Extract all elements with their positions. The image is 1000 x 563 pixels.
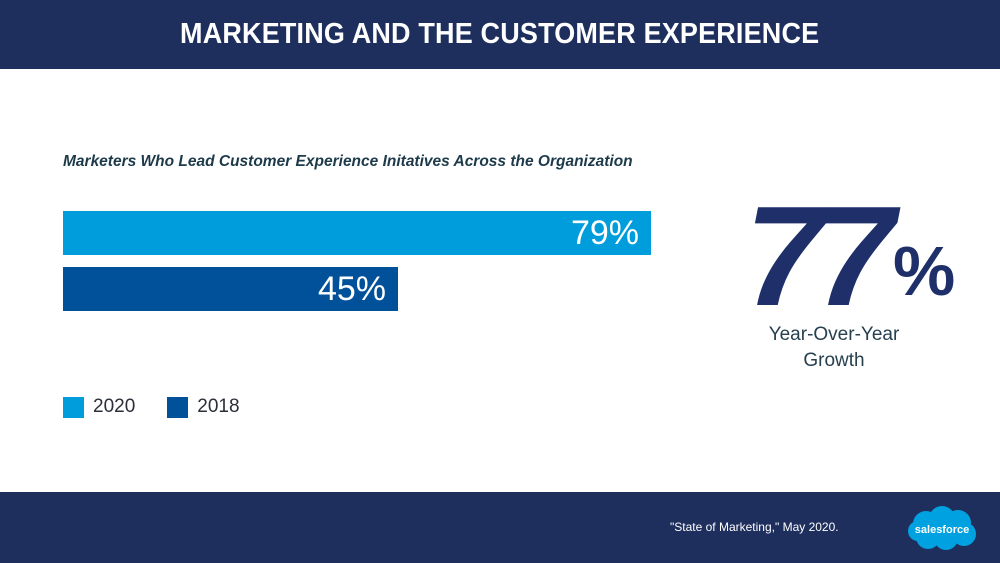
growth-value: 77 [745, 177, 895, 336]
footer-banner [0, 492, 1000, 563]
legend-item-2020: 2020 [63, 396, 135, 418]
bar-label-2020: 79% [570, 214, 639, 252]
growth-caption-line1: Year-Over-Year [768, 324, 900, 345]
legend-swatch-2020 [63, 396, 84, 418]
bar-label-2018: 45% [317, 270, 386, 308]
bar-2020: 79% [63, 211, 651, 255]
chart-title: Marketers Who Lead Customer Experience I… [63, 153, 633, 170]
page-title: MARKETING AND THE CUSTOMER EXPERIENCE [180, 18, 820, 50]
logo-text: salesforce [915, 524, 969, 536]
chart-legend: 2020 2018 [63, 396, 272, 418]
growth-caption-line2: Growth [803, 350, 865, 371]
source-citation: "State of Marketing," May 2020. [670, 520, 839, 534]
legend-label-2020: 2020 [93, 396, 136, 417]
growth-percent-sign: % [892, 232, 956, 310]
legend-item-2018: 2018 [167, 396, 240, 418]
legend-label-2018: 2018 [197, 396, 240, 417]
growth-caption: Year-Over-Year Growth [734, 322, 934, 374]
salesforce-logo-icon: salesforce [908, 506, 976, 550]
bar-2018: 45% [63, 267, 398, 311]
growth-stat: 77 % [745, 177, 956, 336]
header-banner: MARKETING AND THE CUSTOMER EXPERIENCE [0, 0, 1000, 69]
legend-swatch-2018 [167, 396, 189, 418]
